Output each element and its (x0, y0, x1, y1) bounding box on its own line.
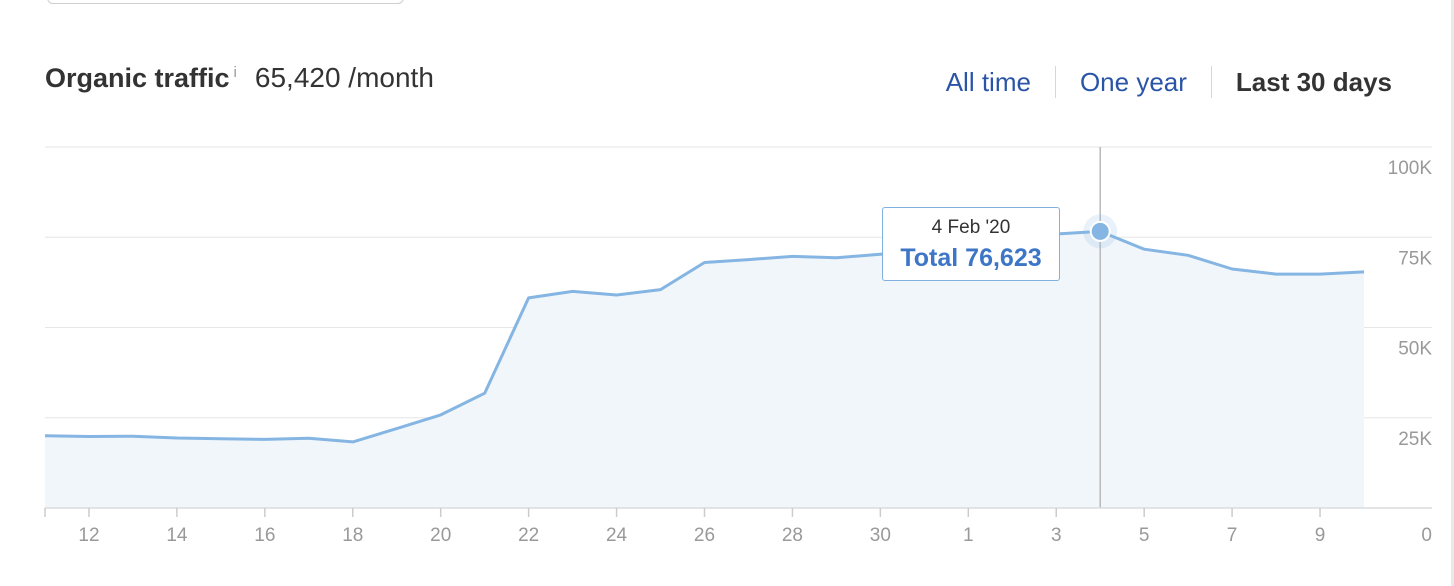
tooltip-date: 4 Feb '20 (931, 217, 1011, 238)
range-one-year[interactable]: One year (1079, 67, 1187, 97)
y-tick-label: 25K (1398, 429, 1432, 450)
x-tick-label: 20 (430, 525, 451, 546)
range-last-30-days[interactable]: Last 30 days (1235, 67, 1392, 97)
x-tick-label: 12 (78, 525, 99, 546)
x-tick-label: 7 (1227, 525, 1238, 546)
x-tick-label: 26 (694, 525, 715, 546)
x-tick-label: 3 (1051, 525, 1062, 546)
right-divider (1451, 0, 1454, 586)
x-tick-label: 16 (254, 525, 275, 546)
traffic-series-line (44, 229, 1365, 444)
x-tick-label: 28 (782, 525, 803, 546)
x-tick-label: 30 (870, 525, 891, 546)
y-axis: 25K 50K 75K 100K 0 (1388, 158, 1433, 546)
x-tick-label: 14 (166, 525, 188, 546)
chart-tooltip: 4 Feb '20 Total 76,623 (882, 207, 1060, 281)
info-icon[interactable]: i (233, 64, 237, 81)
range-divider (1054, 66, 1056, 98)
y-tick-label: 75K (1398, 248, 1432, 269)
traffic-area-fill (45, 231, 1364, 508)
x-tick-label: 18 (342, 525, 363, 546)
x-tick-label: 1 (963, 525, 974, 546)
traffic-per-month: 65,420 /month (254, 62, 434, 93)
y-tick-label-zero: 0 (1421, 525, 1432, 546)
range-selector: All time One year Last 30 days (946, 64, 1392, 100)
tooltip-total: Total 76,623 (900, 244, 1042, 272)
widget-title: Organic traffic (45, 63, 230, 93)
hover-point (1089, 220, 1111, 242)
widget-header: Organic traffic i 65,420 /month (45, 62, 434, 102)
chart-area (44, 229, 1365, 508)
x-axis: 12 14 16 18 20 22 24 26 28 30 1 3 5 7 9 (44, 507, 1432, 546)
range-divider (1210, 66, 1212, 98)
range-all-time[interactable]: All time (945, 67, 1031, 97)
x-tick-label: 22 (518, 525, 539, 546)
y-tick-label: 100K (1388, 158, 1433, 179)
x-tick-label: 24 (606, 525, 628, 546)
chart-hover-layer (1083, 147, 1118, 508)
x-tick-label: 5 (1139, 525, 1150, 546)
y-tick-label: 50K (1398, 339, 1432, 360)
x-tick-label: 9 (1315, 525, 1326, 546)
